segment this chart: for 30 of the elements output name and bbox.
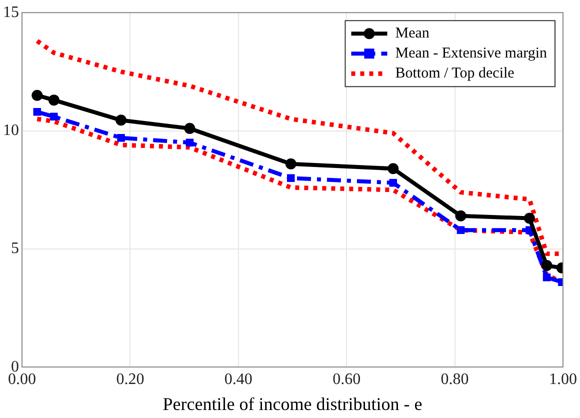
y-tick-label: 5: [11, 240, 19, 258]
point: [541, 260, 552, 272]
point: [184, 122, 196, 134]
x-tick-label: 0.60: [332, 371, 361, 388]
point: [50, 112, 58, 121]
point: [117, 134, 125, 142]
point: [48, 94, 60, 106]
x-tick-label: 1.00: [549, 371, 577, 388]
x-tick-label: 0.40: [224, 371, 252, 388]
y-tick-label: 15: [3, 4, 19, 21]
point: [389, 178, 398, 187]
point: [285, 158, 296, 170]
legend-label: Mean: [395, 26, 430, 42]
x-tick-label: 0.80: [440, 371, 469, 388]
x-tick-label: 0.00: [8, 371, 36, 388]
point: [455, 210, 466, 222]
x-tick-label: 0.20: [116, 371, 144, 388]
point: [32, 90, 43, 101]
y-tick-label: 10: [3, 122, 19, 140]
point: [116, 114, 127, 126]
point: [286, 174, 295, 182]
legend-label: Bottom / Top decile: [395, 66, 515, 82]
x-axis-title: Percentile of income distribution - e: [162, 394, 422, 414]
point: [542, 273, 551, 282]
legend-label: Mean - Extensive margin: [395, 46, 548, 62]
point: [524, 212, 535, 224]
point: [388, 163, 399, 174]
point: [33, 108, 42, 116]
point: [456, 226, 465, 234]
point: [186, 138, 194, 147]
